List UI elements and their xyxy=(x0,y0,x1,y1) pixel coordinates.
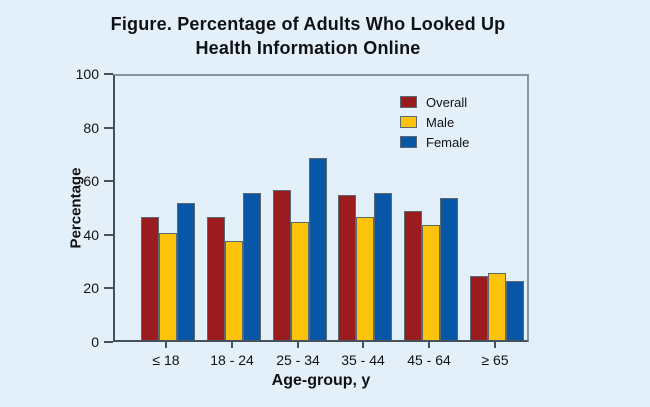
y-tick-80 xyxy=(104,127,113,129)
y-tick-label-100: 100 xyxy=(75,66,99,82)
y-tick-20 xyxy=(104,287,113,289)
bar-female-group0 xyxy=(177,203,195,340)
x-tick-label-group1: 18 - 24 xyxy=(210,352,254,368)
legend-label-overall: Overall xyxy=(426,94,468,110)
x-tick-group5 xyxy=(494,342,496,348)
legend-swatch-overall xyxy=(400,96,417,108)
bar-male-group5 xyxy=(488,273,506,340)
legend-label-female: Female xyxy=(426,134,470,150)
x-tick-label-group4: 45 - 64 xyxy=(407,352,451,368)
bar-overall-group0 xyxy=(141,217,159,340)
y-tick-label-80: 80 xyxy=(83,120,99,136)
chart-title-line2: Health Information Online xyxy=(195,38,421,58)
legend-swatch-male xyxy=(400,116,417,128)
y-tick-40 xyxy=(104,234,113,236)
plot-area: Overall Male Female xyxy=(113,74,529,342)
y-tick-label-0: 0 xyxy=(91,334,99,350)
bar-overall-group1 xyxy=(207,217,225,340)
legend-item-female: Female xyxy=(400,132,469,152)
bar-overall-group2 xyxy=(273,190,291,340)
x-tick-group3 xyxy=(362,342,364,348)
bar-female-group4 xyxy=(440,198,458,340)
y-tick-60 xyxy=(104,180,113,182)
bar-female-group2 xyxy=(309,158,327,340)
bar-male-group1 xyxy=(225,241,243,340)
legend: Overall Male Female xyxy=(400,92,469,152)
y-tick-100 xyxy=(104,73,113,75)
x-tick-label-group0: ≤ 18 xyxy=(152,352,180,368)
legend-swatch-female xyxy=(400,136,417,148)
bar-female-group3 xyxy=(374,193,392,340)
bar-female-group5 xyxy=(506,281,524,340)
x-tick-label-group2: 25 - 34 xyxy=(276,352,320,368)
legend-item-overall: Overall xyxy=(400,92,469,112)
bar-male-group2 xyxy=(291,222,309,340)
x-tick-group0 xyxy=(165,342,167,348)
legend-label-male: Male xyxy=(426,114,455,130)
x-tick-label-group3: 35 - 44 xyxy=(341,352,385,368)
x-tick-group1 xyxy=(231,342,233,348)
bar-overall-group5 xyxy=(470,276,488,340)
y-tick-label-60: 60 xyxy=(83,173,99,189)
bar-female-group1 xyxy=(243,193,261,340)
bar-male-group3 xyxy=(356,217,374,340)
x-axis-title: Age-group, y xyxy=(271,372,371,389)
y-tick-0 xyxy=(104,341,113,343)
legend-item-male: Male xyxy=(400,112,469,132)
x-tick-group4 xyxy=(428,342,430,348)
y-tick-label-40: 40 xyxy=(83,227,99,243)
bar-male-group0 xyxy=(159,233,177,340)
bar-overall-group3 xyxy=(338,195,356,340)
x-tick-label-group5: ≥ 65 xyxy=(481,352,509,368)
bar-overall-group4 xyxy=(404,211,422,340)
y-tick-label-20: 20 xyxy=(83,280,99,296)
chart-title-line1: Figure. Percentage of Adults Who Looked … xyxy=(110,14,506,34)
chart-title: Figure. Percentage of Adults Who Looked … xyxy=(0,12,616,60)
bar-male-group4 xyxy=(422,225,440,340)
x-tick-group2 xyxy=(297,342,299,348)
